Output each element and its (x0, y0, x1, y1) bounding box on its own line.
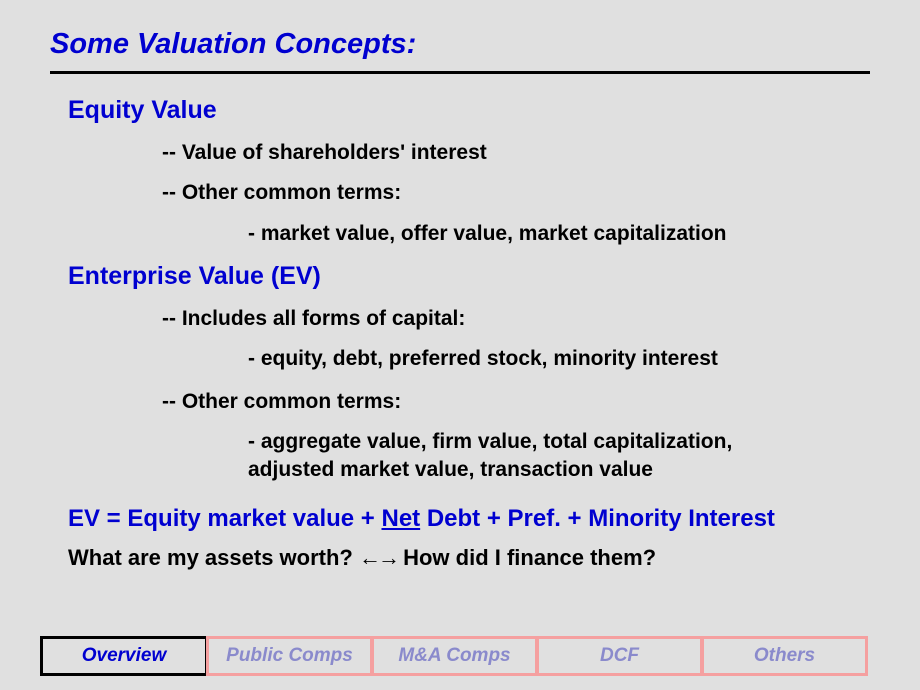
bullet: -- Value of shareholders' interest (162, 139, 870, 167)
bullet: -- Other common terms: (162, 179, 870, 207)
formula-post: Debt + Pref. + Minority Interest (420, 505, 775, 532)
sub-bullet: - market value, offer value, market capi… (248, 220, 870, 248)
ev-formula: EV = Equity market value + Net Debt + Pr… (68, 505, 870, 533)
slide-title: Some Valuation Concepts: (50, 28, 870, 61)
sub-bullet: - aggregate value, firm value, total cap… (248, 428, 808, 485)
tab-ma-comps[interactable]: M&A Comps (371, 636, 538, 676)
formula-pre: EV = Equity market value + (68, 505, 381, 532)
tab-bar: Overview Public Comps M&A Comps DCF Othe… (40, 636, 868, 676)
section-heading-ev: Enterprise Value (EV) (68, 262, 870, 291)
bullet: -- Includes all forms of capital: (162, 305, 870, 333)
sub-bullet: - equity, debt, preferred stock, minorit… (248, 345, 870, 373)
formula-underlined: Net (381, 505, 420, 532)
arrows-icon: ←→ (359, 545, 397, 570)
tab-overview[interactable]: Overview (40, 636, 208, 676)
tab-dcf[interactable]: DCF (536, 636, 703, 676)
tab-public-comps[interactable]: Public Comps (206, 636, 373, 676)
question-line: What are my assets worth? ←→ How did I f… (68, 545, 870, 571)
slide: Some Valuation Concepts: Equity Value --… (0, 0, 920, 690)
title-rule (50, 71, 870, 74)
question-left: What are my assets worth? (68, 545, 359, 570)
section-heading-equity: Equity Value (68, 96, 870, 125)
question-right: How did I finance them? (397, 545, 656, 570)
tab-others[interactable]: Others (701, 636, 868, 676)
bullet: -- Other common terms: (162, 388, 870, 416)
